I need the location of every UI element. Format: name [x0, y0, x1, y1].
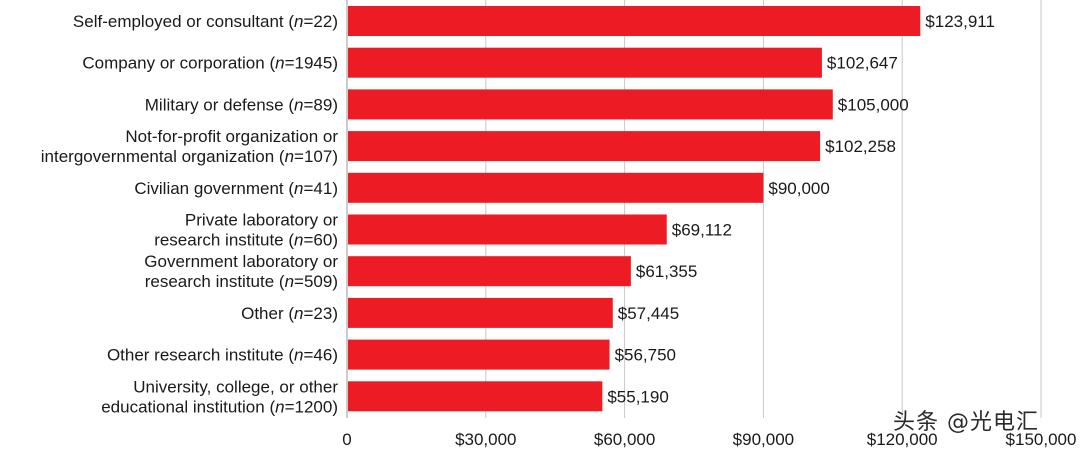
category-labels: Self-employed or consultant (n=22) Compan… [41, 12, 339, 416]
value-label: $123,911 [925, 12, 995, 31]
watermark: 头条 @光电汇 [893, 410, 1039, 435]
category-label: University, college, or othereducational… [101, 377, 338, 416]
category-label: Not-for-profit organization orintergover… [41, 127, 339, 166]
bar [348, 339, 610, 370]
x-tick-label: $120,000 [867, 430, 938, 449]
x-tick-label: $30,000 [455, 430, 516, 449]
category-label: Company or corporation (n=1945) [82, 54, 338, 73]
category-label: Military or defense (n=89) [145, 95, 338, 114]
value-labels: $123,911 $102,647 $105,000 $102,258 $90,000 $… [607, 12, 995, 406]
category-label: Other (n=23) [241, 304, 338, 323]
category-label: Other research institute (n=46) [107, 346, 338, 365]
bar [348, 256, 631, 287]
category-label-line: Self-employed or consultant (n=22) [73, 12, 338, 31]
value-label: $105,000 [838, 95, 909, 114]
value-label: $57,445 [618, 304, 679, 323]
category-label-line: Company or corporation (n=1945) [82, 54, 338, 73]
bar [348, 172, 764, 203]
bar [348, 89, 833, 120]
value-label: $102,647 [827, 54, 898, 73]
x-tick-label: $90,000 [733, 430, 794, 449]
category-label-line: Civilian government (n=41) [134, 179, 338, 198]
bar [348, 47, 822, 78]
bar [348, 297, 613, 328]
bar [348, 6, 921, 36]
x-tick-label: $60,000 [594, 430, 655, 449]
x-tick-label: $150,000 [1006, 430, 1077, 449]
category-label: Civilian government (n=41) [134, 179, 338, 198]
bars [348, 6, 921, 412]
category-label-line: educational institution (n=1200) [101, 397, 338, 416]
category-label-line: Military or defense (n=89) [145, 95, 338, 114]
category-label-line: Other research institute (n=46) [107, 346, 338, 365]
category-label-line: research institute (n=60) [154, 231, 338, 250]
value-label: $90,000 [768, 179, 829, 198]
value-label: $69,112 [672, 221, 732, 240]
category-label: Self-employed or consultant (n=22) [73, 12, 338, 31]
category-label-line: intergovernmental organization (n=107) [41, 147, 338, 166]
value-label: $56,750 [615, 346, 676, 365]
category-label-line: University, college, or other [133, 377, 338, 396]
category-label-line: research institute (n=509) [145, 272, 338, 291]
category-label-line: Government laboratory or [144, 252, 338, 271]
category-label-line: Other (n=23) [241, 304, 338, 323]
bar [348, 381, 603, 412]
value-label: $102,258 [825, 137, 896, 156]
category-label-line: Not-for-profit organization or [125, 127, 338, 146]
value-label: $55,190 [607, 387, 668, 406]
x-axis-ticks: 0 $30,000 $60,000 $90,000 $120,000 $150,000 [342, 430, 1076, 449]
bar [348, 131, 821, 162]
category-label-line: Private laboratory or [185, 211, 338, 230]
x-tick-label: 0 [342, 430, 351, 449]
bar [348, 214, 667, 245]
value-label: $61,355 [636, 262, 697, 281]
